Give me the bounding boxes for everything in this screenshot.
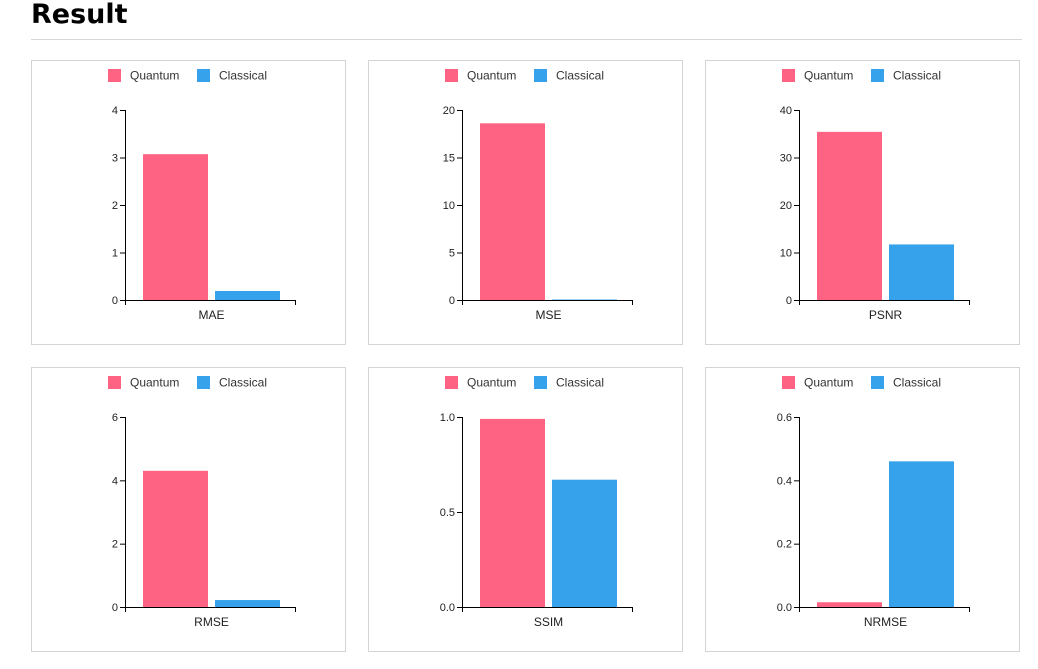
- legend-item[interactable]: Quantum: [782, 69, 853, 83]
- y-tick-label: 4: [112, 105, 118, 117]
- y-tick-label: 0.6: [777, 412, 792, 424]
- y-tick-label: 20: [443, 105, 455, 117]
- legend-item[interactable]: Quantum: [108, 376, 179, 390]
- x-category-label: MAE: [198, 308, 224, 322]
- chart-card-mae: Quantum Classical 0 1 2 3 4 MAE: [31, 60, 346, 345]
- legend-swatch: [534, 376, 547, 389]
- legend-label: Quantum: [467, 69, 516, 83]
- y-tick-label: 40: [780, 105, 792, 117]
- legend-label: Classical: [556, 69, 604, 83]
- chart-svg: Quantum Classical 0.0 0.2 0.4 0.6 NRMSE: [777, 376, 970, 629]
- legend-item[interactable]: Classical: [197, 376, 267, 390]
- bar-classical: [215, 600, 280, 607]
- bar-quantum: [143, 154, 208, 300]
- legend-swatch: [782, 69, 795, 82]
- bar-quantum: [817, 602, 882, 607]
- y-tick-label: 20: [780, 200, 792, 212]
- y-tick-label: 30: [780, 153, 792, 165]
- y-tick-label: 0.2: [777, 539, 792, 551]
- bar-classical: [215, 290, 280, 300]
- legend-label: Classical: [893, 376, 941, 390]
- y-tick-label: 0: [112, 295, 118, 307]
- chart-card-nrmse: Quantum Classical 0.0 0.2 0.4 0.6 NRMSE: [705, 367, 1020, 652]
- y-tick-label: 10: [443, 200, 455, 212]
- legend-label: Classical: [893, 69, 941, 83]
- legend-swatch: [445, 69, 458, 82]
- y-tick-label: 15: [443, 153, 455, 165]
- chart-card-psnr: Quantum Classical 0 10 20 30 40 PSNR: [705, 60, 1020, 345]
- title-divider: [31, 39, 1022, 40]
- legend-label: Quantum: [804, 376, 853, 390]
- bar-quantum: [480, 123, 545, 300]
- legend-label: Quantum: [130, 69, 179, 83]
- bar-quantum: [817, 131, 882, 300]
- chart-svg: Quantum Classical 0 2 4 6 RMSE: [108, 376, 296, 629]
- legend-swatch: [534, 69, 547, 82]
- legend-swatch: [871, 69, 884, 82]
- bar-quantum: [143, 470, 208, 607]
- legend-label: Classical: [219, 376, 267, 390]
- x-category-label: PSNR: [869, 308, 903, 322]
- bar-quantum: [480, 418, 545, 607]
- y-tick-label: 5: [449, 248, 455, 260]
- legend-swatch: [197, 376, 210, 389]
- chart-card-ssim: Quantum Classical 0.0 0.5 1.0 SSIM: [368, 367, 683, 652]
- y-tick-label: 10: [780, 248, 792, 260]
- legend-item[interactable]: Classical: [534, 376, 604, 390]
- legend-item[interactable]: Quantum: [445, 376, 516, 390]
- bar-classical: [889, 461, 954, 607]
- chart-card-rmse: Quantum Classical 0 2 4 6 RMSE: [31, 367, 346, 652]
- page-title: Result: [31, 0, 128, 30]
- x-category-label: RMSE: [194, 615, 229, 629]
- y-tick-label: 0.0: [777, 602, 792, 614]
- y-tick-label: 1.0: [440, 412, 455, 424]
- legend-swatch: [445, 376, 458, 389]
- legend-swatch: [871, 376, 884, 389]
- legend-swatch: [108, 69, 121, 82]
- legend-label: Classical: [219, 69, 267, 83]
- legend-label: Quantum: [467, 376, 516, 390]
- y-tick-label: 1: [112, 248, 118, 260]
- y-tick-label: 0.5: [440, 507, 455, 519]
- legend-item[interactable]: Classical: [871, 69, 941, 83]
- legend-label: Quantum: [804, 69, 853, 83]
- y-tick-label: 0: [112, 602, 118, 614]
- chart-svg: Quantum Classical 0 10 20 30 40 PSNR: [780, 69, 970, 322]
- bar-classical: [552, 479, 617, 607]
- legend-item[interactable]: Quantum: [445, 69, 516, 83]
- legend-item[interactable]: Classical: [197, 69, 267, 83]
- x-category-label: SSIM: [534, 615, 563, 629]
- x-category-label: NRMSE: [864, 615, 907, 629]
- y-tick-label: 0.0: [440, 602, 455, 614]
- y-tick-label: 6: [112, 412, 118, 424]
- y-tick-label: 2: [112, 200, 118, 212]
- y-tick-label: 0.4: [777, 475, 792, 487]
- y-tick-label: 0: [786, 295, 792, 307]
- y-tick-label: 0: [449, 295, 455, 307]
- x-category-label: MSE: [535, 308, 561, 322]
- bar-classical: [889, 244, 954, 300]
- legend-item[interactable]: Classical: [871, 376, 941, 390]
- chart-svg: Quantum Classical 0 1 2 3 4 MAE: [108, 69, 296, 322]
- y-tick-label: 4: [112, 475, 118, 487]
- chart-card-mse: Quantum Classical 0 5 10 15 20 MSE: [368, 60, 683, 345]
- legend-swatch: [197, 69, 210, 82]
- legend-swatch: [108, 376, 121, 389]
- chart-svg: Quantum Classical 0.0 0.5 1.0 SSIM: [440, 376, 633, 629]
- legend-swatch: [782, 376, 795, 389]
- legend-item[interactable]: Quantum: [782, 376, 853, 390]
- chart-svg: Quantum Classical 0 5 10 15 20 MSE: [443, 69, 633, 322]
- y-tick-label: 2: [112, 539, 118, 551]
- legend-label: Quantum: [130, 376, 179, 390]
- legend-item[interactable]: Quantum: [108, 69, 179, 83]
- legend-label: Classical: [556, 376, 604, 390]
- y-tick-label: 3: [112, 153, 118, 165]
- legend-item[interactable]: Classical: [534, 69, 604, 83]
